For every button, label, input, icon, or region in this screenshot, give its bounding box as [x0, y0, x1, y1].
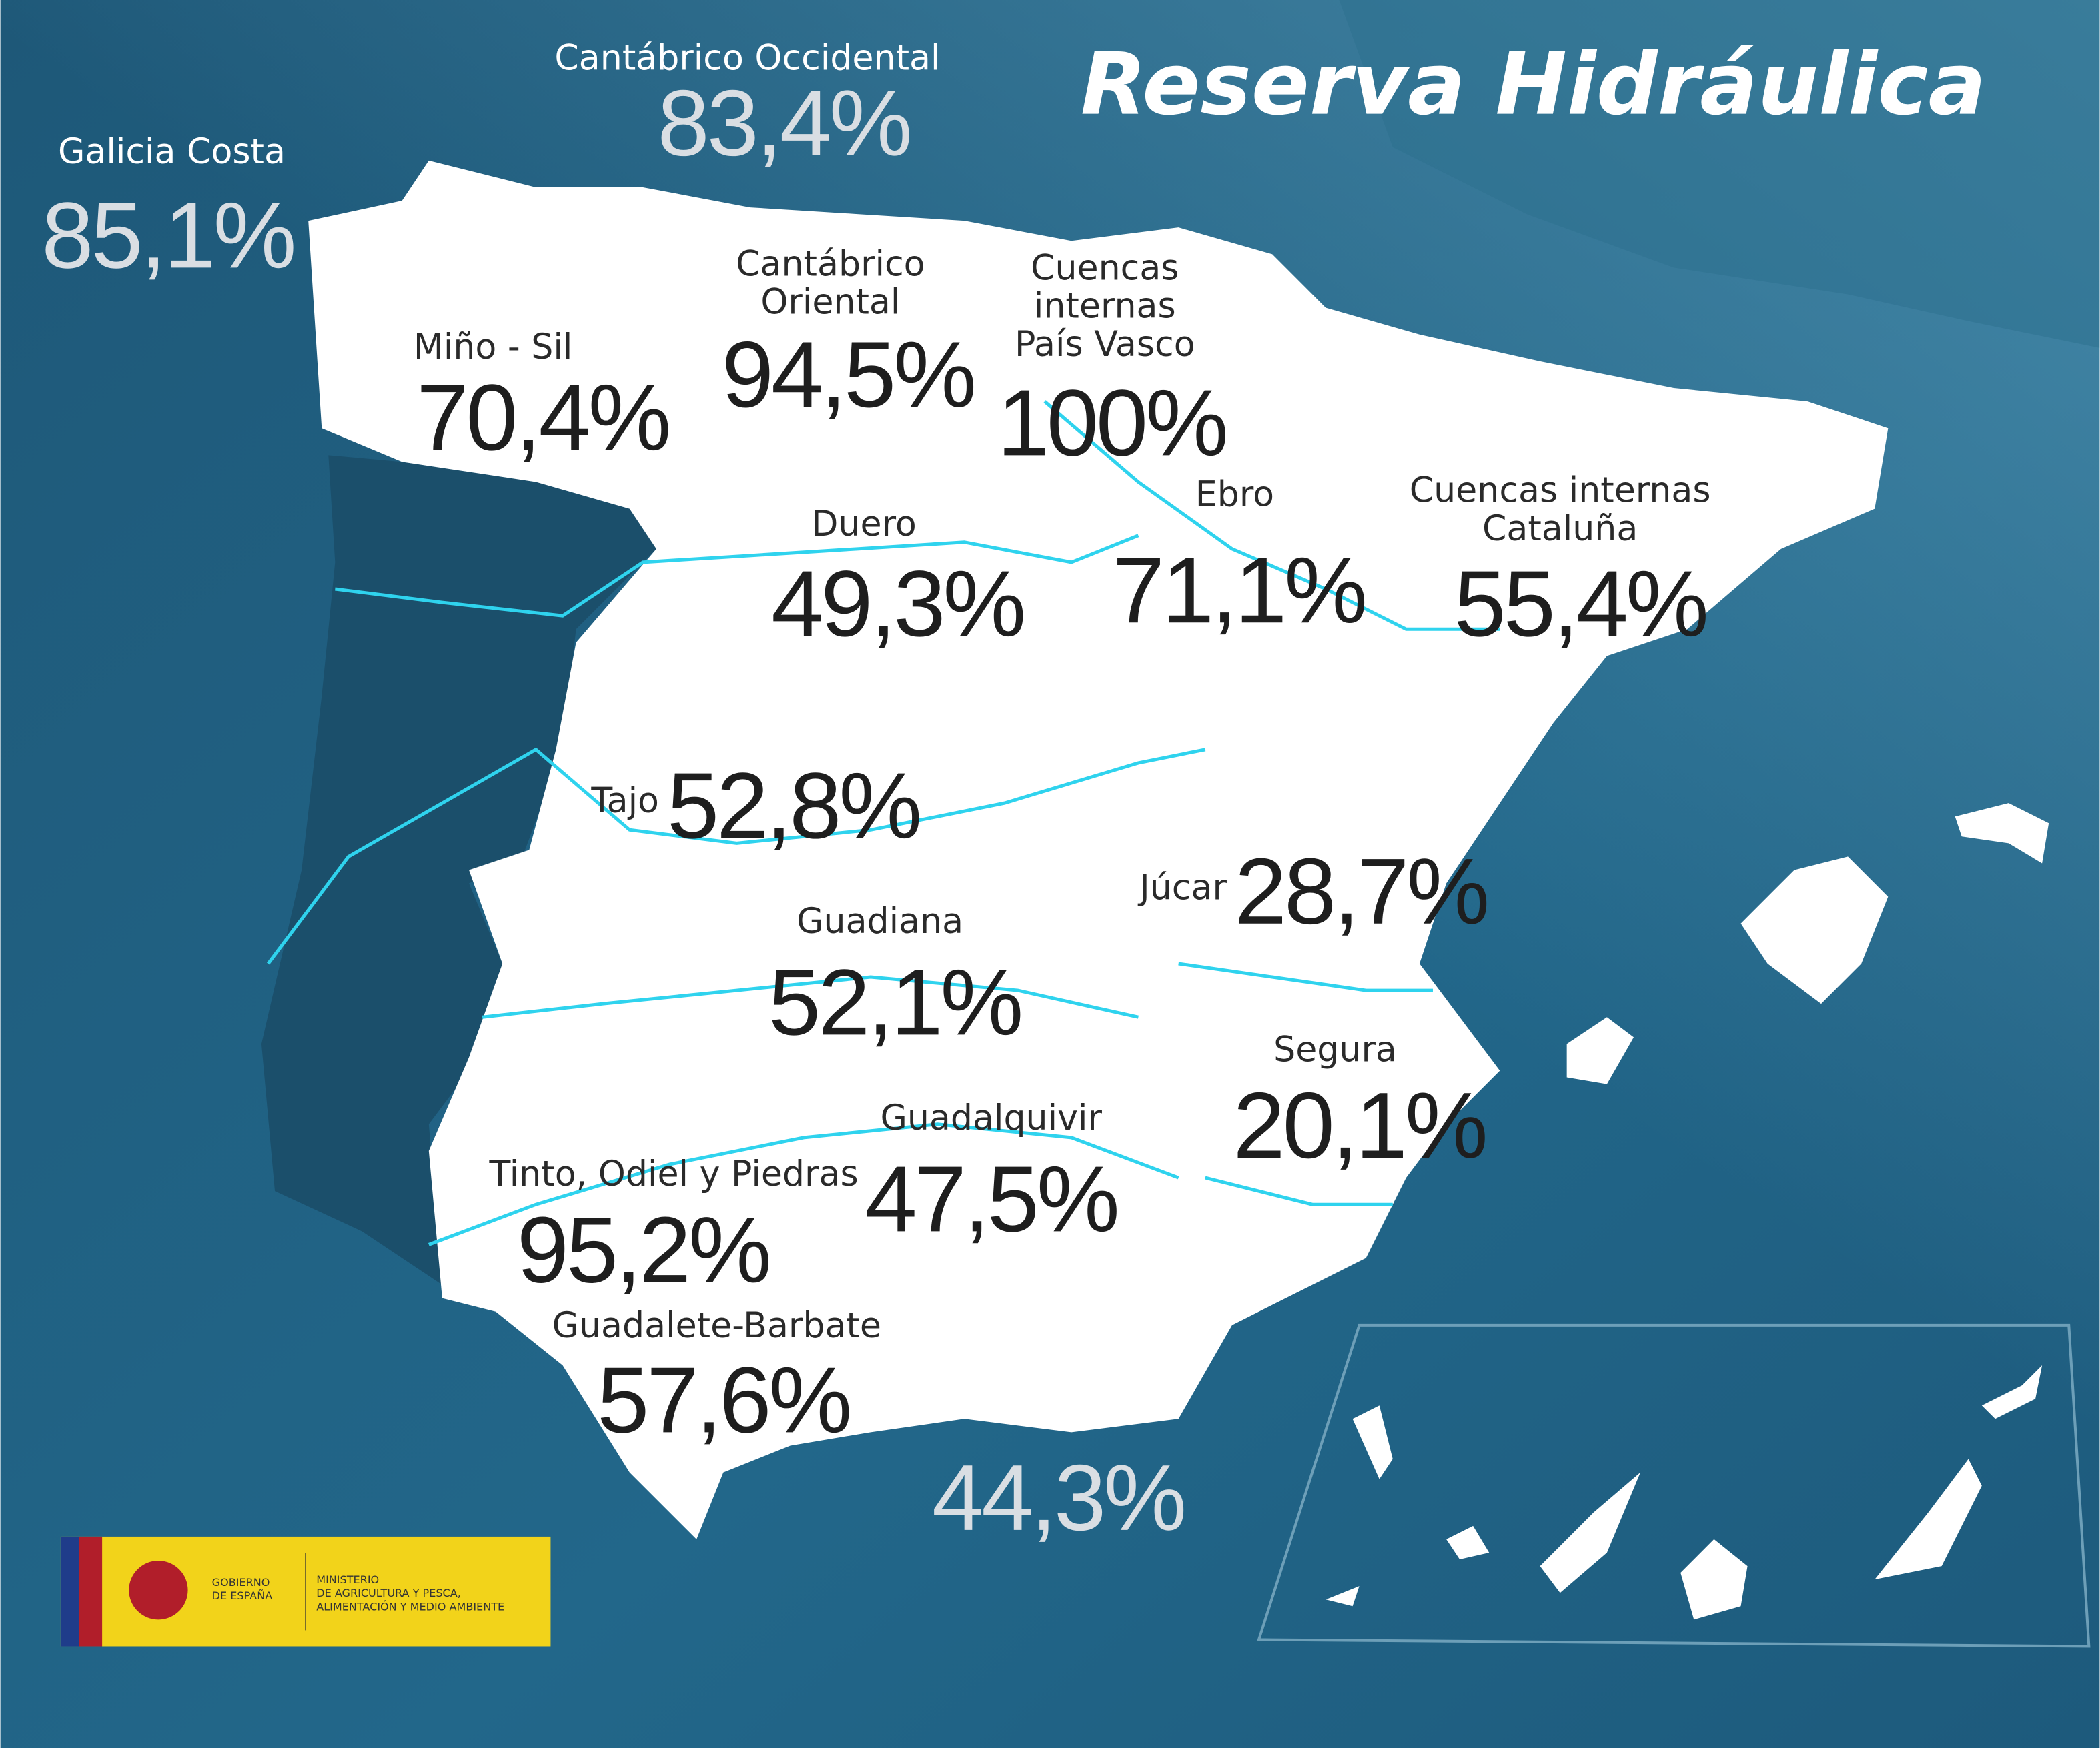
basin-name: Duero — [811, 504, 917, 544]
basin-value: 52,8% — [667, 753, 919, 858]
river — [1043, 400, 1500, 631]
island — [1326, 1586, 1360, 1607]
basin-value: 20,1% — [1233, 1073, 1485, 1178]
basin-name: Guadalete-Barbate — [552, 1306, 881, 1346]
spain — [308, 160, 1889, 1539]
canaries-frame — [1257, 1323, 2091, 1648]
logo-crest — [129, 1561, 188, 1620]
river — [1205, 1176, 1393, 1206]
basin-name: Cantábrico Occidental — [554, 38, 940, 78]
menorca — [1955, 803, 2049, 864]
basin-name: Galicia Costa — [58, 132, 286, 172]
basin-name: Cataluña — [1482, 509, 1638, 549]
logo-text: DE AGRICULTURA Y PESCA, — [316, 1587, 461, 1599]
island — [1352, 1405, 1393, 1479]
ibiza — [1566, 1017, 1634, 1084]
title: Reserva Hidráulica — [1081, 35, 1986, 135]
basin-name: Cuencas — [1031, 248, 1179, 288]
island — [1446, 1525, 1490, 1560]
basin-value: 85,1% — [41, 183, 294, 287]
basin-value: 52,1% — [768, 950, 1021, 1054]
basin-value: 70,4% — [416, 365, 668, 470]
government-logo: GOBIERNO DE ESPAÑA MINISTERIO DE AGRICUL… — [60, 1536, 551, 1647]
basin-name: Cuencas internas — [1410, 471, 1711, 511]
rivers — [266, 400, 1500, 1246]
france — [1339, 0, 2100, 348]
basin-name: Mediterránea — [915, 1336, 1147, 1376]
basin-value: 55,4% — [1454, 551, 1706, 656]
island — [1680, 1539, 1748, 1620]
basin-name: Miño - Sil — [414, 327, 573, 367]
basin-value: 57,6% — [597, 1347, 849, 1452]
island — [1540, 1472, 1641, 1593]
basin-name: Guadalquivir — [880, 1098, 1102, 1138]
logo-flag — [60, 1536, 80, 1647]
basin-value: 44,3% — [932, 1445, 1184, 1550]
logo-text: DE ESPAÑA — [212, 1589, 273, 1602]
basin-name: Segura — [1273, 1030, 1397, 1070]
island — [1875, 1459, 1982, 1580]
river — [335, 534, 1139, 618]
logo-text: MINISTERIO — [316, 1573, 379, 1586]
basin-name: País Vasco — [1015, 325, 1195, 365]
portugal — [261, 455, 656, 1285]
basin-name: internas — [1034, 287, 1176, 327]
basin-value: 49,3% — [771, 551, 1023, 656]
basin-value: 100% — [997, 370, 1226, 475]
basin-value: 83,4% — [658, 71, 910, 175]
basin-name: Júcar — [1137, 868, 1227, 908]
basin-name: Cantábrico — [736, 244, 925, 284]
basin-name: Cuenca — [966, 1298, 1096, 1338]
basin-name: Guadiana — [797, 902, 963, 942]
basin-name: Tajo — [590, 781, 659, 821]
basin-value: 71,1% — [1113, 538, 1365, 642]
logo-flag — [79, 1536, 103, 1647]
basin-name: Ebro — [1195, 475, 1274, 515]
basin-value: 28,7% — [1235, 839, 1487, 944]
basin-name: Tinto, Odiel y Piedras — [488, 1154, 858, 1194]
basin-value: 95,2% — [517, 1198, 769, 1302]
basin-value: 47,5% — [865, 1146, 1117, 1251]
basin-value: 94,5% — [722, 322, 974, 427]
river — [482, 975, 1139, 1019]
river — [266, 747, 1206, 965]
mallorca — [1740, 856, 1889, 1004]
basin-labels: Galicia Costa 85,1% Cantábrico Occidental8… — [41, 38, 1710, 1550]
logo-text: GOBIERNO — [212, 1576, 270, 1589]
river — [1178, 962, 1433, 992]
basin-name: Andaluza — [951, 1374, 1112, 1414]
basin-name: Oriental — [760, 283, 900, 323]
logo-text: ALIMENTACIÓN Y MEDIO AMBIENTE — [316, 1600, 504, 1613]
island — [1981, 1365, 2043, 1419]
river — [428, 1122, 1179, 1246]
